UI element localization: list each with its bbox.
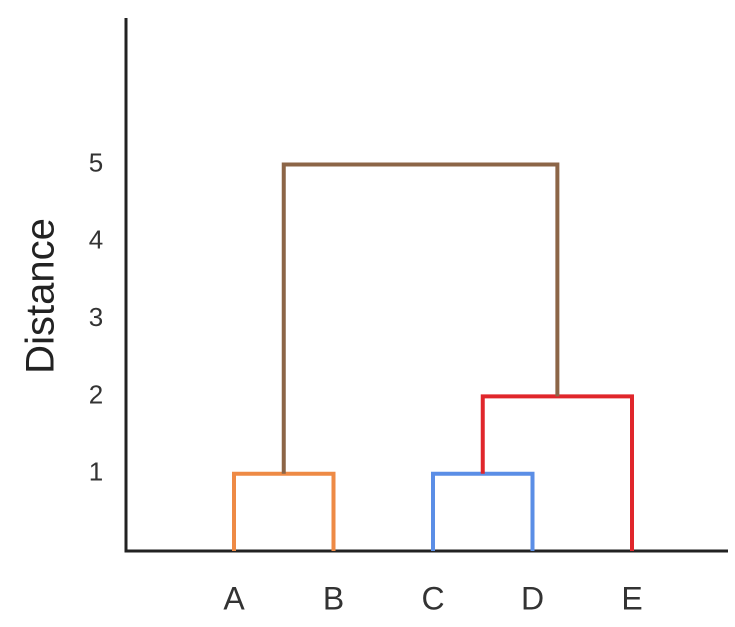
leaf-label-b: B (323, 580, 344, 616)
link-a-b-c-d-e (281, 162, 560, 474)
leaf-label-d: D (521, 580, 544, 616)
axes (124, 18, 728, 553)
leaf-label-a: A (223, 580, 245, 616)
link-c-d (431, 471, 535, 551)
leaf-label-e: E (621, 580, 642, 616)
y-tick-label-2: 2 (89, 379, 103, 409)
y-tick-label-3: 3 (89, 302, 103, 332)
y-ticks: 1 2 3 4 5 (89, 147, 103, 486)
link-a-b (232, 471, 336, 551)
y-axis-title: Distance (19, 218, 63, 374)
y-tick-label-4: 4 (89, 225, 103, 255)
y-tick-label-5: 5 (89, 147, 103, 177)
leaf-labels: A B C D E (223, 580, 642, 616)
leaf-label-c: C (421, 580, 444, 616)
dendrogram-links (232, 162, 634, 551)
y-tick-label-1: 1 (89, 457, 103, 487)
